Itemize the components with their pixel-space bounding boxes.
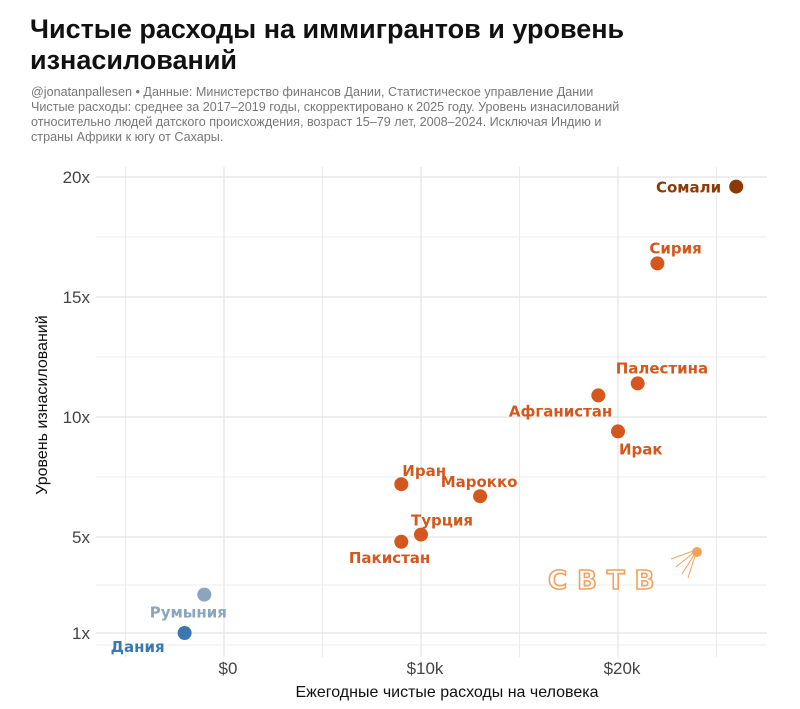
data-point-label: Пакистан (349, 549, 430, 567)
subtitle-line-4: страны Африки к югу от Сахары. (31, 130, 224, 144)
x-tick-label: $10k (407, 659, 444, 678)
chart-title: Чистые расходы на иммигрантов и уровень … (30, 14, 770, 76)
data-point-label: Румыния (150, 604, 227, 622)
y-tick-label: 1x (72, 624, 90, 643)
data-point (650, 256, 665, 271)
data-point-label: Сомали (656, 179, 721, 197)
y-axis-ticks: 1x 5x 10x 15x 20x (63, 168, 91, 643)
x-axis-title: Ежегодные чистые расходы на человека (296, 684, 599, 701)
data-point (611, 424, 625, 439)
data-point (394, 477, 409, 492)
y-axis-title: Уровень изнасилований (34, 315, 51, 494)
data-points: Сомали Сирия Палестина Афганистан Ирак Марокк… (111, 179, 744, 656)
y-tick-label: 5x (72, 528, 90, 547)
data-point (197, 587, 212, 602)
data-point (729, 179, 744, 194)
data-point-label: Ирак (619, 440, 663, 458)
data-point (591, 388, 606, 403)
watermark-text: СВТВ (548, 566, 664, 596)
data-point (177, 626, 192, 640)
y-tick-label: 15x (63, 288, 91, 307)
data-point-label: Иран (402, 462, 446, 480)
data-point (414, 527, 428, 542)
data-point-label: Сирия (649, 239, 701, 257)
data-point (473, 489, 488, 504)
y-tick-label: 10x (63, 408, 91, 427)
satellite-icon (670, 547, 702, 579)
data-point-label: Марокко (441, 473, 518, 491)
data-point-label: Афганистан (509, 402, 612, 420)
data-point-label: Палестина (616, 359, 708, 377)
y-tick-label: 20x (63, 168, 91, 187)
data-point-label: Турция (411, 512, 473, 530)
watermark: СВТВ (547, 547, 702, 597)
subtitle-line-1: @jonatanpallesen • Данные: Министерство … (31, 85, 594, 99)
data-point (630, 376, 645, 391)
chart-title-line-1: Чистые расходы на иммигрантов и уровень (30, 14, 625, 44)
subtitle-line-2: Чистые расходы: среднее за 2017–2019 год… (31, 100, 620, 114)
x-tick-label: $0 (219, 659, 238, 678)
grid-lines (96, 167, 767, 657)
subtitle-line-3: относительно людей датского происхождени… (31, 115, 602, 129)
data-point (394, 534, 409, 549)
chart-subtitle: @jonatanpallesen • Данные: Министерство … (31, 85, 771, 145)
x-axis-ticks: $0 $10k $20k (219, 659, 641, 678)
data-point-label: Дания (111, 638, 165, 656)
chart-title-line-2: изнасилований (30, 45, 238, 75)
x-tick-label: $20k (604, 659, 641, 678)
